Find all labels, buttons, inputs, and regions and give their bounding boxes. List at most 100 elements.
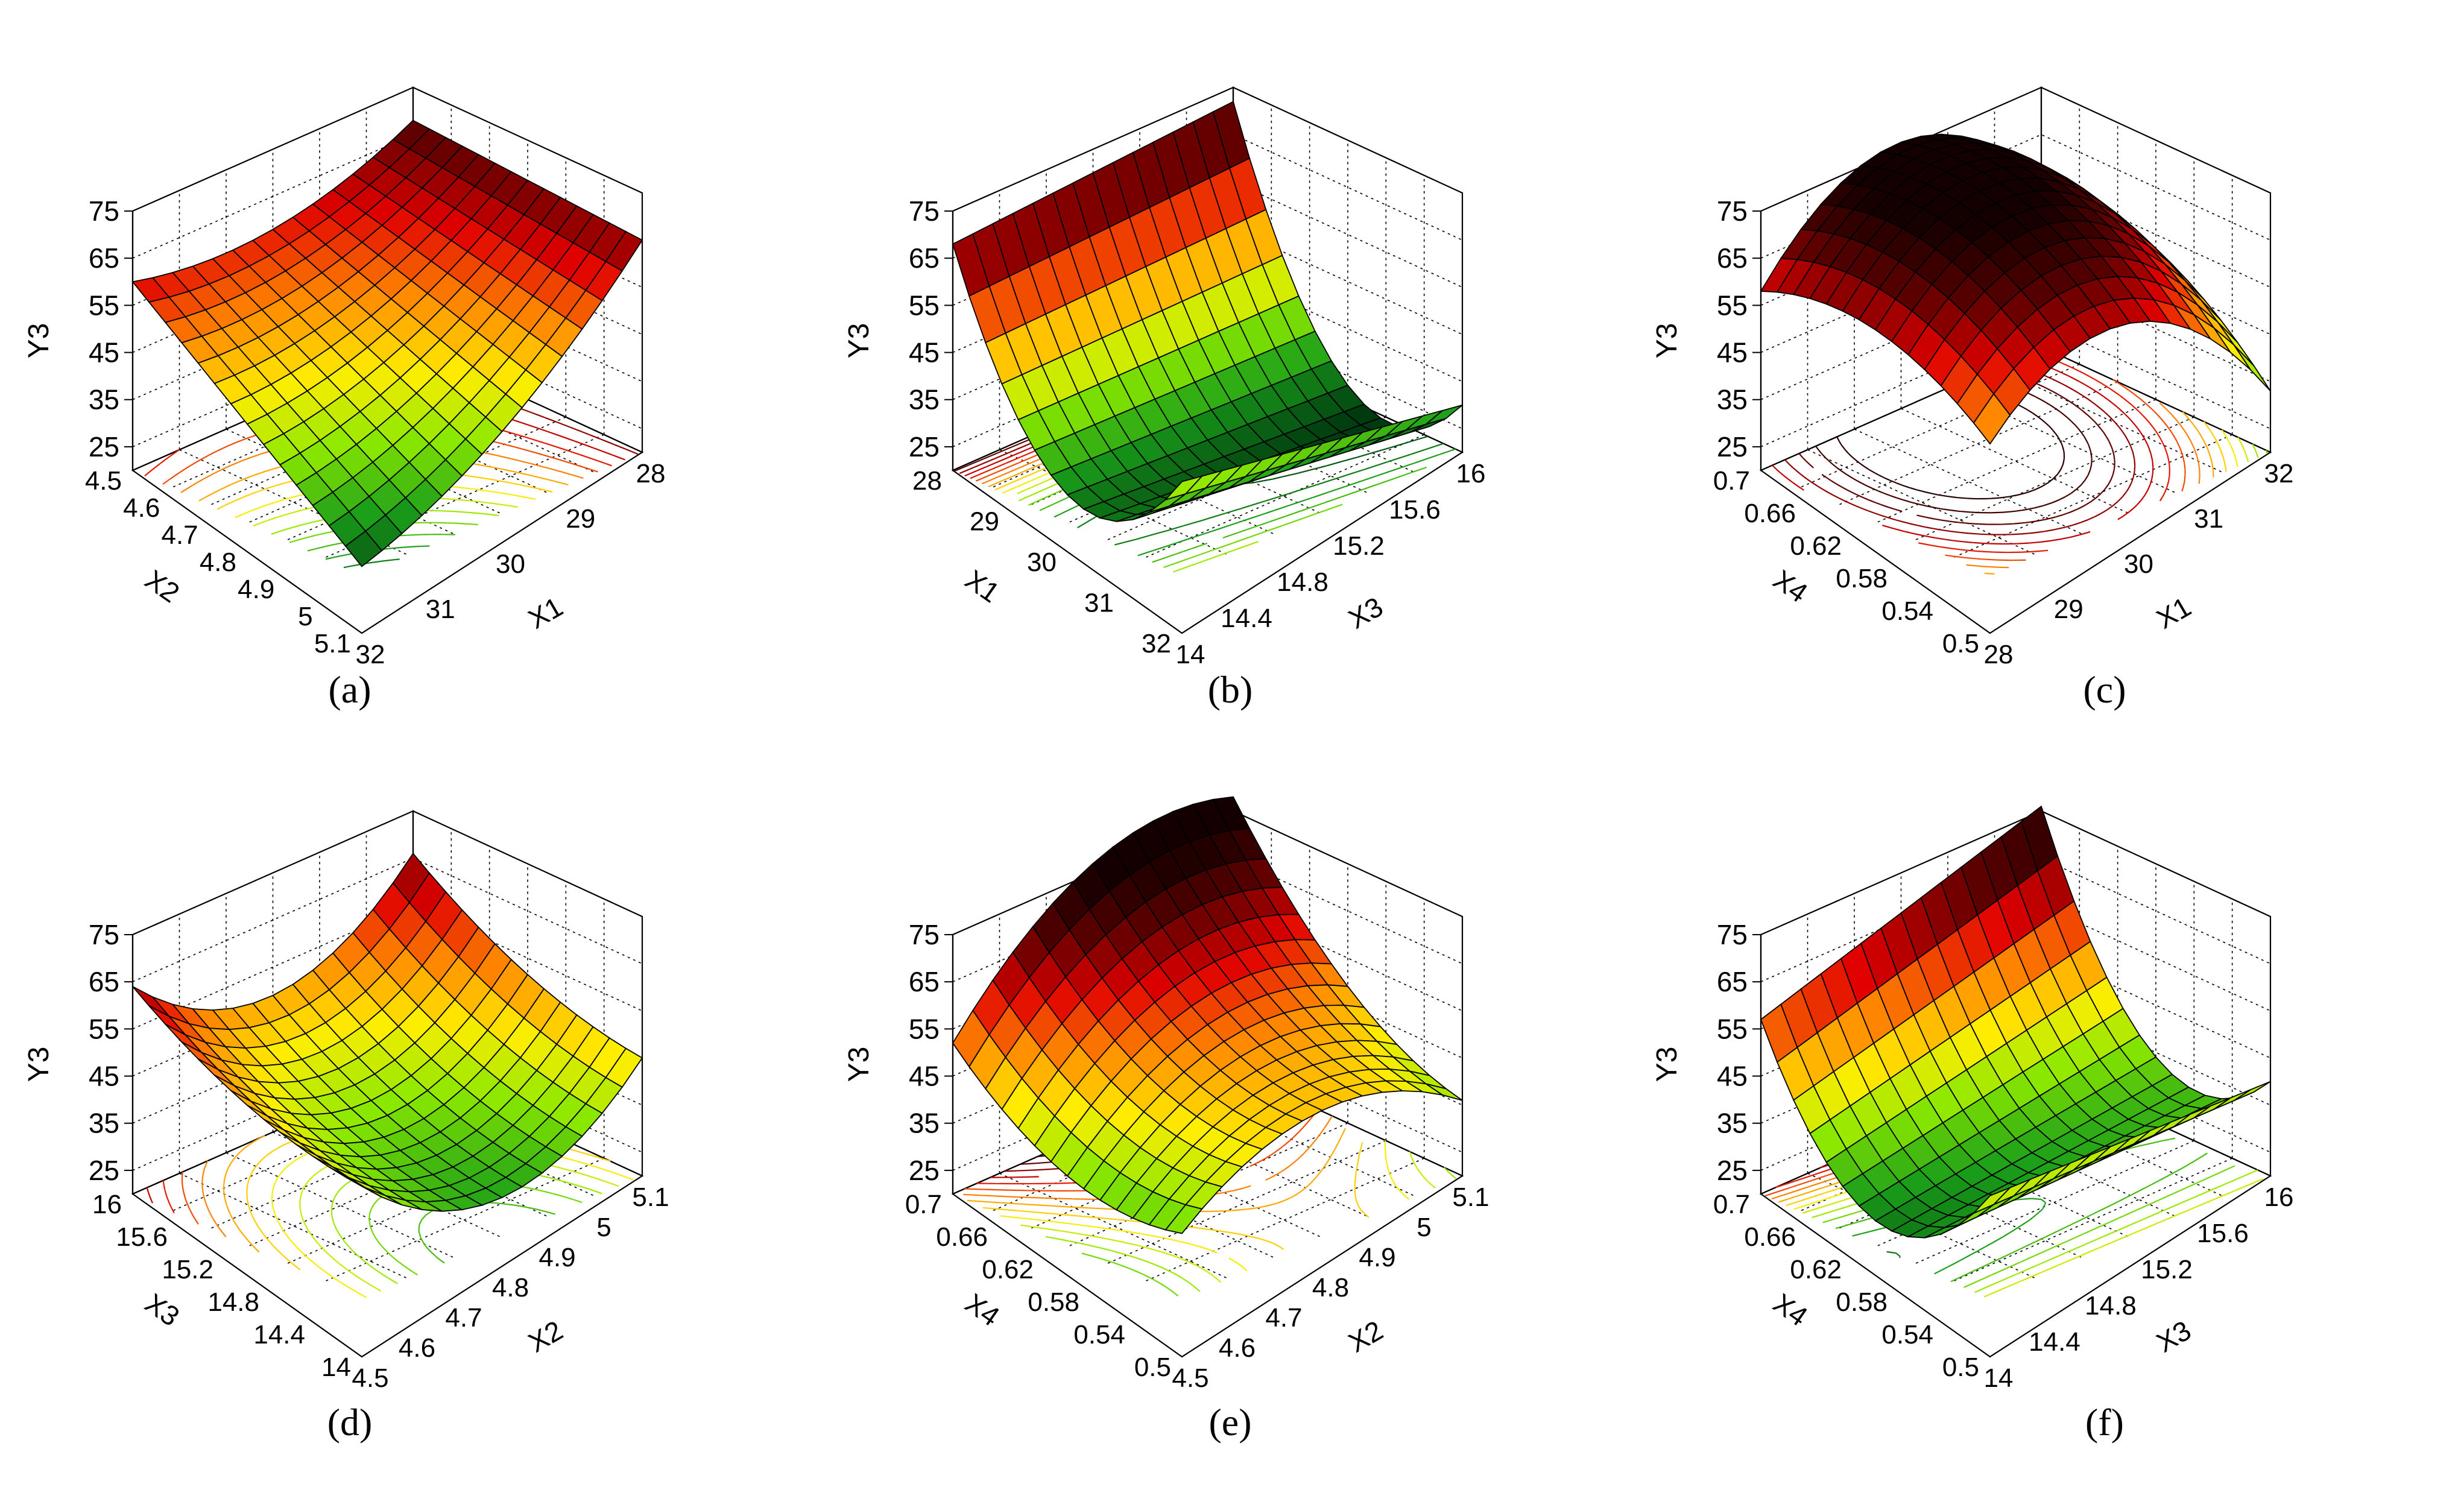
- contour-segment: [2056, 370, 2064, 374]
- contour-segment: [548, 1211, 555, 1215]
- contour-segment: [173, 472, 180, 478]
- contour-segment: [326, 1252, 332, 1257]
- contour-segment: [1020, 453, 1028, 458]
- contour-segment: [274, 1182, 276, 1184]
- contour-segment: [1878, 490, 1885, 494]
- contour-segment: [1242, 543, 1251, 548]
- z-tick-label: 75: [909, 195, 940, 227]
- contour-segment: [284, 1167, 287, 1170]
- contour-segment: [2109, 388, 2115, 393]
- contour-segment: [271, 1201, 274, 1205]
- z-tick-label: 25: [909, 431, 940, 463]
- contour-segment: [1107, 1217, 1117, 1220]
- contour-segment: [997, 468, 1005, 473]
- contour-segment: [1017, 465, 1025, 470]
- contour-segment: [1802, 458, 1807, 462]
- right-axis-tick-label: 5.1: [1452, 1182, 1489, 1212]
- contour-segment: [418, 1225, 420, 1228]
- contour-segment: [1423, 1176, 1428, 1182]
- contour-segment: [599, 449, 607, 453]
- contour-segment: [2051, 367, 2058, 371]
- contour-segment: [2222, 431, 2226, 437]
- contour-segment: [1967, 564, 1978, 567]
- contour-segment: [595, 1190, 602, 1195]
- contour-segment: [2123, 434, 2126, 437]
- left-axis-tick-label: 0.7: [1713, 466, 1750, 496]
- contour-segment: [1356, 1165, 1358, 1172]
- contour-segment: [1242, 1266, 1248, 1272]
- contour-segment: [1312, 1139, 1316, 1144]
- contour-segment: [2121, 492, 2126, 497]
- gridline: [209, 1105, 490, 1230]
- contour-segment: [1878, 474, 1885, 479]
- contour-segment: [2110, 475, 2114, 481]
- contour-segment: [2183, 412, 2188, 417]
- contour-segment: [1966, 497, 1974, 500]
- contour-segment: [2106, 506, 2112, 511]
- contour-segment: [2027, 488, 2036, 493]
- contour-segment: [204, 1164, 207, 1168]
- contour-segment: [1889, 526, 1897, 530]
- contour-segment: [1023, 443, 1032, 447]
- contour-segment: [2086, 414, 2091, 418]
- contour-segment: [1410, 1157, 1414, 1160]
- contour-segment: [2087, 516, 2096, 521]
- contour-segment: [1281, 1144, 1286, 1148]
- contour-segment: [1101, 1217, 1108, 1220]
- contour-segment: [1970, 511, 1976, 513]
- contour-segment: [1784, 459, 1789, 464]
- contour-segment: [521, 422, 528, 426]
- contour-segment: [285, 1140, 293, 1145]
- contour-segment: [1397, 1188, 1401, 1192]
- contour-segment: [1059, 1213, 1067, 1216]
- contour-segment: [988, 458, 996, 463]
- contour-segment: [2062, 362, 2068, 367]
- contour-segment: [1210, 548, 1219, 552]
- contour-segment: [1046, 484, 1054, 489]
- contour-segment: [2035, 485, 2043, 490]
- contour-segment: [605, 452, 613, 456]
- contour-segment: [205, 1202, 209, 1208]
- contour-segment: [2219, 448, 2223, 453]
- left-axis-tick-label: 4.7: [161, 520, 198, 550]
- left-axis-tick-label: 0.54: [1073, 1320, 1125, 1350]
- contour-segment: [1092, 1226, 1100, 1228]
- gridline: [285, 1140, 566, 1265]
- contour-segment: [203, 1167, 206, 1170]
- contour-segment: [249, 508, 256, 513]
- contour-segment: [1166, 1269, 1173, 1274]
- contour-segment: [993, 460, 1001, 465]
- contour-segment: [1077, 523, 1084, 529]
- contour-segment: [1224, 510, 1234, 514]
- contour-segment: [1340, 494, 1349, 498]
- contour-segment: [1046, 1205, 1055, 1207]
- contour-segment: [2094, 390, 2100, 394]
- contour-segment: [2061, 446, 2065, 451]
- contour-segment: [2114, 422, 2119, 427]
- contour-segment: [528, 462, 534, 465]
- contour-segment: [2195, 453, 2198, 457]
- contour-segment: [1412, 1161, 1417, 1166]
- contour-segment: [229, 441, 237, 446]
- right-axis-tick-label: 4.6: [1219, 1333, 1256, 1363]
- contour-segment: [1006, 1216, 1017, 1219]
- contour-segment: [1140, 535, 1150, 539]
- surface-mesh: [1760, 133, 2271, 445]
- contour-segment: [2164, 447, 2167, 452]
- contour-segment: [561, 435, 568, 440]
- contour-segment: [1403, 440, 1412, 445]
- gridline: [247, 399, 528, 524]
- contour-segment: [1237, 1233, 1246, 1236]
- right-axis-tick-label: 28: [636, 459, 666, 488]
- contour-segment: [523, 1186, 532, 1190]
- contour-segment: [1387, 458, 1396, 463]
- contour-segment: [572, 451, 577, 454]
- contour-segment: [1183, 1241, 1191, 1245]
- contour-segment: [1139, 1245, 1148, 1249]
- contour-segment: [973, 464, 982, 469]
- contour-segment: [1106, 1260, 1114, 1263]
- contour-segment: [1783, 475, 1789, 480]
- contour-segment: [479, 476, 488, 480]
- contour-segment: [1427, 1180, 1432, 1185]
- z-tick-label: 35: [909, 384, 940, 415]
